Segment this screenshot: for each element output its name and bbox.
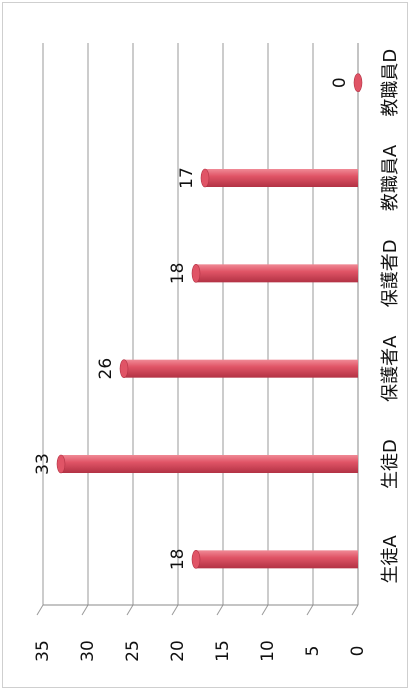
data-label: 18 <box>168 549 188 571</box>
bar <box>205 169 358 187</box>
bar-cap <box>200 168 210 188</box>
y-tick-label: 5 <box>303 646 323 657</box>
gridlines <box>36 43 359 616</box>
gridline-floor <box>306 604 314 616</box>
data-label: 33 <box>33 453 53 475</box>
category-label: 生徒D <box>380 439 401 489</box>
bar <box>196 264 358 283</box>
bars <box>56 73 363 569</box>
y-tick-label: 25 <box>123 640 143 662</box>
gridline-floor <box>261 604 269 616</box>
bar-cap <box>56 454 66 474</box>
gridline-floor <box>36 604 44 616</box>
data-label: 0 <box>330 77 350 88</box>
y-tick-label: 15 <box>213 640 233 662</box>
data-label: 26 <box>96 358 116 380</box>
y-tick-label: 35 <box>33 640 53 662</box>
gridline-floor <box>81 604 89 616</box>
category-label: 保護者A <box>380 335 401 402</box>
y-tick-label: 10 <box>258 640 278 662</box>
labels: 0 5 10 15 20 25 30 35 18 生徒A 33 生徒D 26 保護者A 18 保護者D 17 教職… <box>33 49 401 662</box>
y-tick-label: 30 <box>78 640 98 662</box>
data-label: 17 <box>177 167 197 189</box>
bar <box>61 455 358 473</box>
category-label: 保護者D <box>380 239 401 307</box>
category-label: 生徒A <box>380 534 401 583</box>
gridline-floor <box>351 604 359 616</box>
gridline-floor <box>126 604 134 616</box>
bar-cap <box>119 359 129 378</box>
data-label: 18 <box>168 263 188 285</box>
chart-frame: 0 5 10 15 20 25 30 35 18 生徒A 33 生徒D 26 保護者A 18 保護者D 17 教職… <box>2 2 408 688</box>
category-label: 教職員D <box>380 49 401 117</box>
bar-chart: 0 5 10 15 20 25 30 35 18 生徒A 33 生徒D 26 保護者A 18 保護者D 17 教職… <box>33 43 401 662</box>
category-label: 教職員A <box>380 144 401 211</box>
gridline-floor <box>171 604 179 616</box>
y-tick-label: 0 <box>348 646 368 657</box>
y-tick-label: 20 <box>168 640 188 662</box>
gridline-floor <box>216 604 224 616</box>
bar-cap <box>353 73 363 92</box>
bar-cap <box>191 550 201 569</box>
axes <box>43 43 359 606</box>
bar <box>196 550 358 569</box>
bar <box>124 359 358 378</box>
bar-cap <box>191 264 201 283</box>
